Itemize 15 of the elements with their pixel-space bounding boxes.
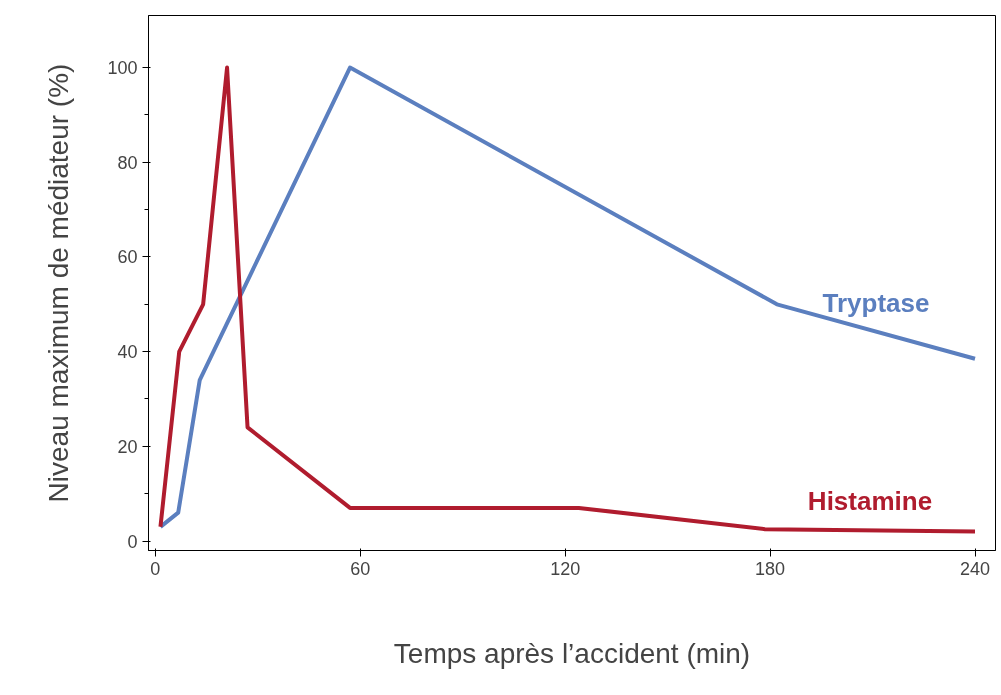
y-tick-label: 60 — [117, 247, 138, 268]
x-tick-label: 60 — [350, 558, 371, 579]
y-tick-label: 20 — [117, 436, 138, 457]
x-tick-label: 120 — [550, 558, 581, 579]
y-tick-label: 0 — [127, 531, 138, 552]
series-label: Histamine — [807, 486, 933, 517]
y-axis-title: Niveau maximum de médiateur (%) — [43, 63, 75, 503]
x-tick-label: 180 — [755, 558, 786, 579]
y-tick-label: 80 — [117, 152, 138, 173]
y-tick-label: 40 — [117, 342, 138, 363]
x-tick-label: 240 — [959, 558, 991, 579]
series-label: Tryptase — [822, 287, 930, 318]
y-tick-label: 100 — [107, 58, 138, 79]
x-tick-label: 0 — [150, 558, 161, 579]
x-axis-title: Temps après l’accident (min) — [393, 637, 751, 669]
